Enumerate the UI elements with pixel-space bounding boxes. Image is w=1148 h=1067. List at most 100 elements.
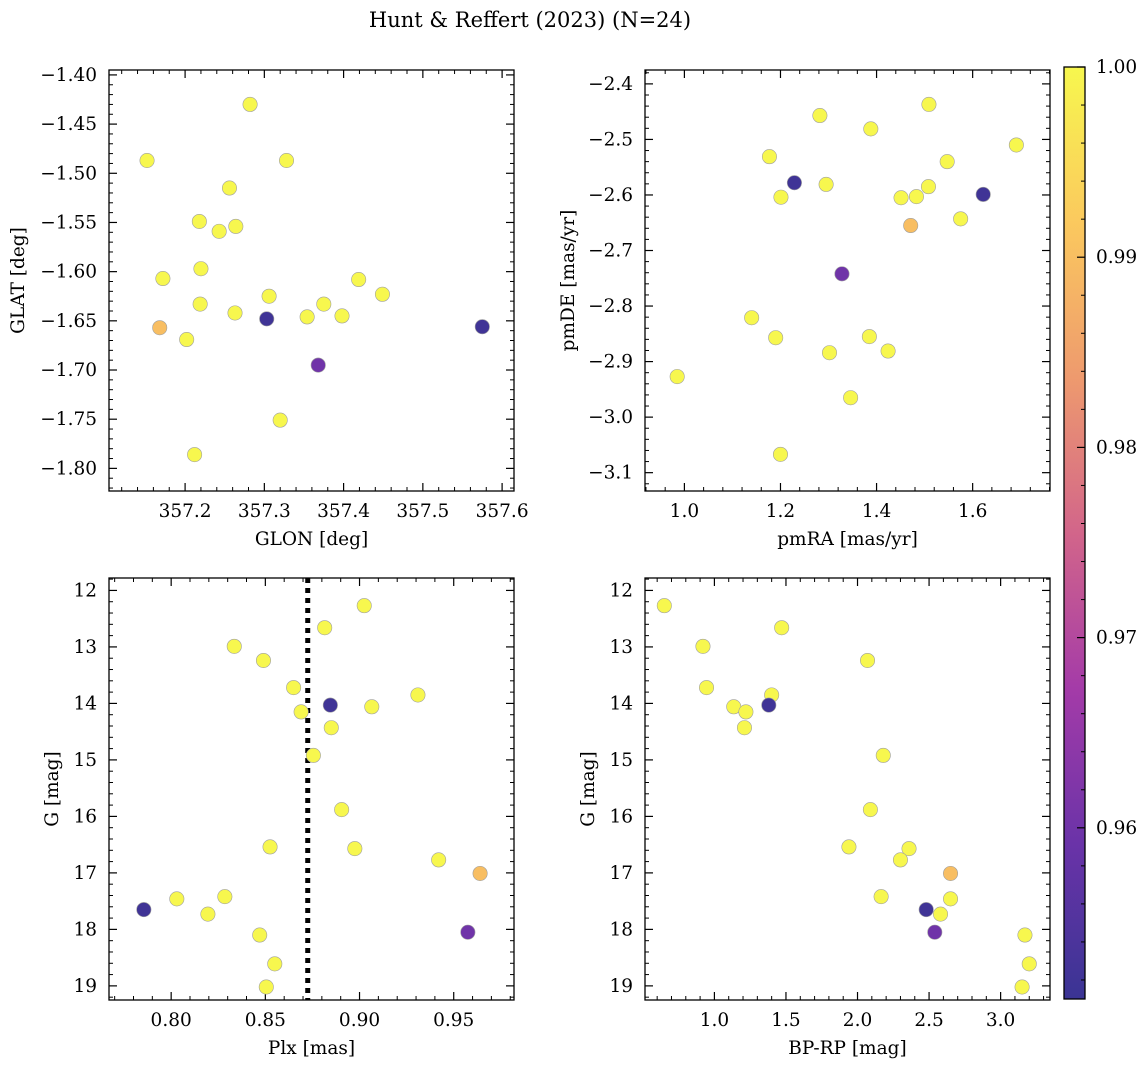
y-tick-label: −2.4 — [588, 74, 633, 95]
data-point — [316, 296, 332, 312]
y-tick-label: −1.75 — [40, 409, 97, 430]
data-point — [656, 598, 672, 614]
data-point — [834, 266, 850, 282]
data-point — [139, 152, 155, 168]
colorbar-tick-label: 0.98 — [1096, 437, 1137, 458]
y-tick-label: −1.60 — [40, 262, 97, 283]
data-point — [259, 311, 275, 327]
y-tick-label: 13 — [609, 637, 633, 658]
data-point — [374, 286, 390, 302]
figure-suptitle: Hunt & Reffert (2023) (N=24) — [369, 8, 691, 32]
data-point — [768, 330, 784, 346]
x-tick-label: 0.85 — [245, 1010, 286, 1031]
data-point — [258, 979, 274, 995]
colorbar-tick-label: 0.99 — [1096, 247, 1137, 268]
y-tick-label: 15 — [73, 750, 97, 771]
x-tick-label: 357.6 — [476, 501, 529, 522]
data-point — [975, 186, 991, 202]
x-axis-label: GLON [deg] — [255, 529, 368, 550]
points-pos — [139, 96, 490, 463]
data-point — [334, 308, 350, 324]
data-point — [299, 309, 315, 325]
data-point — [893, 190, 909, 206]
y-tick-label: 12 — [73, 580, 97, 601]
data-point — [431, 852, 447, 868]
y-tick-label: −2.5 — [588, 129, 633, 150]
data-point — [252, 927, 268, 943]
data-point — [323, 720, 339, 736]
data-point — [862, 802, 878, 818]
data-point — [1017, 927, 1033, 943]
data-point — [699, 680, 715, 696]
y-tick-label: 16 — [609, 806, 633, 827]
data-point — [293, 704, 309, 720]
data-point — [943, 865, 959, 881]
data-point — [863, 121, 879, 137]
x-tick-label: 357.2 — [159, 501, 212, 522]
data-point — [939, 154, 955, 170]
data-point — [812, 108, 828, 124]
y-tick-label: −1.70 — [40, 360, 97, 381]
data-point — [193, 261, 209, 277]
y-tick-label: 15 — [609, 750, 633, 771]
data-point — [772, 446, 788, 462]
y-tick-label: 14 — [609, 693, 633, 714]
data-point — [860, 652, 876, 668]
data-point — [773, 189, 789, 205]
data-point — [286, 680, 302, 696]
data-point — [901, 841, 917, 857]
x-tick-label: 357.4 — [317, 501, 370, 522]
panel-cmd: 1.0 1.5 2.0 2.5 3.0 12 13 14 15 16 17 18 19 BP-RP [ma… — [578, 577, 1051, 1059]
data-point — [1021, 956, 1037, 972]
panel-pm: 1.0 1.2 1.4 1.6 −2.4 −2.5 −2.6 −2.7 −2.8 −2.9 −3.0… — [558, 69, 1051, 550]
data-point — [460, 924, 476, 940]
panel-plx: 0.80 0.85 0.90 0.95 12 13 14 15 16 17 18 19 Plx [mas… — [42, 577, 515, 1059]
data-point — [242, 96, 258, 112]
data-point — [736, 720, 752, 736]
data-point — [843, 390, 859, 406]
y-tick-label: −2.8 — [588, 296, 633, 317]
data-point — [933, 906, 949, 922]
data-point — [908, 189, 924, 205]
x-tick-label: 357.3 — [238, 501, 291, 522]
x-tick-label: 0.95 — [433, 1010, 474, 1031]
data-point — [841, 839, 857, 855]
data-point — [152, 320, 168, 336]
y-tick-label: −2.6 — [588, 185, 633, 206]
y-tick-label: −2.7 — [588, 241, 633, 262]
y-tick-label: −3.0 — [588, 407, 633, 428]
data-point — [410, 687, 426, 703]
y-tick-label: 19 — [73, 976, 97, 997]
data-point — [818, 176, 834, 192]
colorbar: 0.96 0.97 0.98 0.99 1.00 — [1063, 57, 1137, 1000]
x-tick-label: 2.0 — [843, 1010, 872, 1031]
data-point — [191, 213, 207, 229]
data-point — [211, 223, 227, 239]
x-tick-label: 357.5 — [396, 501, 449, 522]
y-axis-label: pmDE [mas/yr] — [558, 210, 579, 352]
data-point — [873, 889, 889, 905]
data-point — [880, 343, 896, 359]
data-point — [744, 310, 760, 326]
y-tick-label: −1.55 — [40, 212, 97, 233]
data-point — [267, 956, 283, 972]
data-point — [262, 839, 278, 855]
data-point — [821, 345, 837, 361]
colorbar-gradient — [1063, 66, 1086, 1000]
data-point — [669, 369, 685, 385]
y-tick-label: 18 — [609, 919, 633, 940]
y-tick-label: −1.50 — [40, 163, 97, 184]
x-tick-label: 3.0 — [986, 1010, 1015, 1031]
y-tick-label: 14 — [73, 693, 97, 714]
x-axis-label: pmRA [mas/yr] — [777, 529, 918, 550]
y-axis-label: GLAT [deg] — [8, 227, 29, 334]
y-tick-label: 13 — [73, 637, 97, 658]
y-axis-label: G [mag] — [42, 751, 63, 827]
data-point — [953, 211, 969, 227]
data-point — [1014, 979, 1030, 995]
data-point — [474, 319, 490, 335]
data-point — [738, 704, 754, 720]
axes-frame-plx — [108, 577, 515, 1001]
y-tick-label: −1.40 — [40, 65, 97, 86]
